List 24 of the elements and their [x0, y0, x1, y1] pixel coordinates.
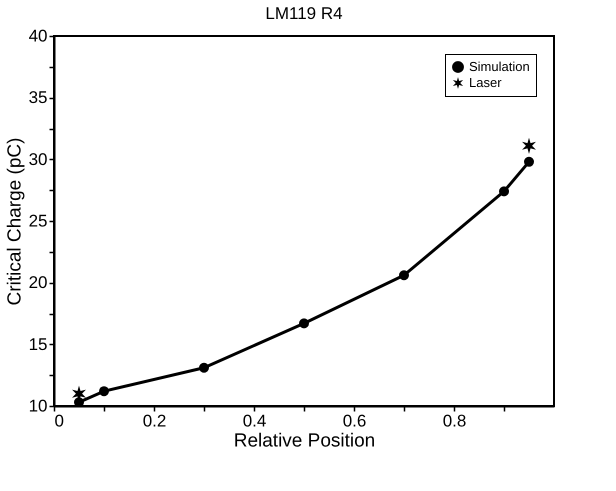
point — [399, 270, 409, 280]
y-tick-label: 10 — [28, 396, 48, 416]
x-tick-label: 0.2 — [142, 412, 166, 430]
y-tick-label: 20 — [28, 273, 48, 292]
chart-title: LM119 R4 — [265, 4, 343, 23]
y-tick-label: 40 — [28, 26, 48, 46]
y-tick-label: 35 — [28, 88, 48, 108]
point — [499, 186, 509, 196]
x-tick-label: 0.6 — [342, 412, 366, 430]
legend-label: Simulation — [469, 59, 530, 74]
x-tick-label: 0.4 — [242, 412, 266, 430]
x-tick-label: 0.8 — [442, 412, 466, 430]
y-tick-label: 25 — [28, 212, 48, 230]
point — [99, 386, 109, 396]
x-tick-label: 0 — [54, 412, 64, 430]
x-axis-title: Relative Position — [234, 430, 376, 452]
y-axis-title: Critical Charge (pC) — [4, 138, 26, 306]
y-tick-label: 15 — [28, 334, 48, 354]
legend-label: Laser — [469, 75, 502, 90]
y-tick-label: 30 — [28, 150, 48, 169]
point — [524, 156, 534, 167]
point — [299, 318, 309, 328]
point — [199, 362, 209, 373]
point — [522, 138, 536, 154]
